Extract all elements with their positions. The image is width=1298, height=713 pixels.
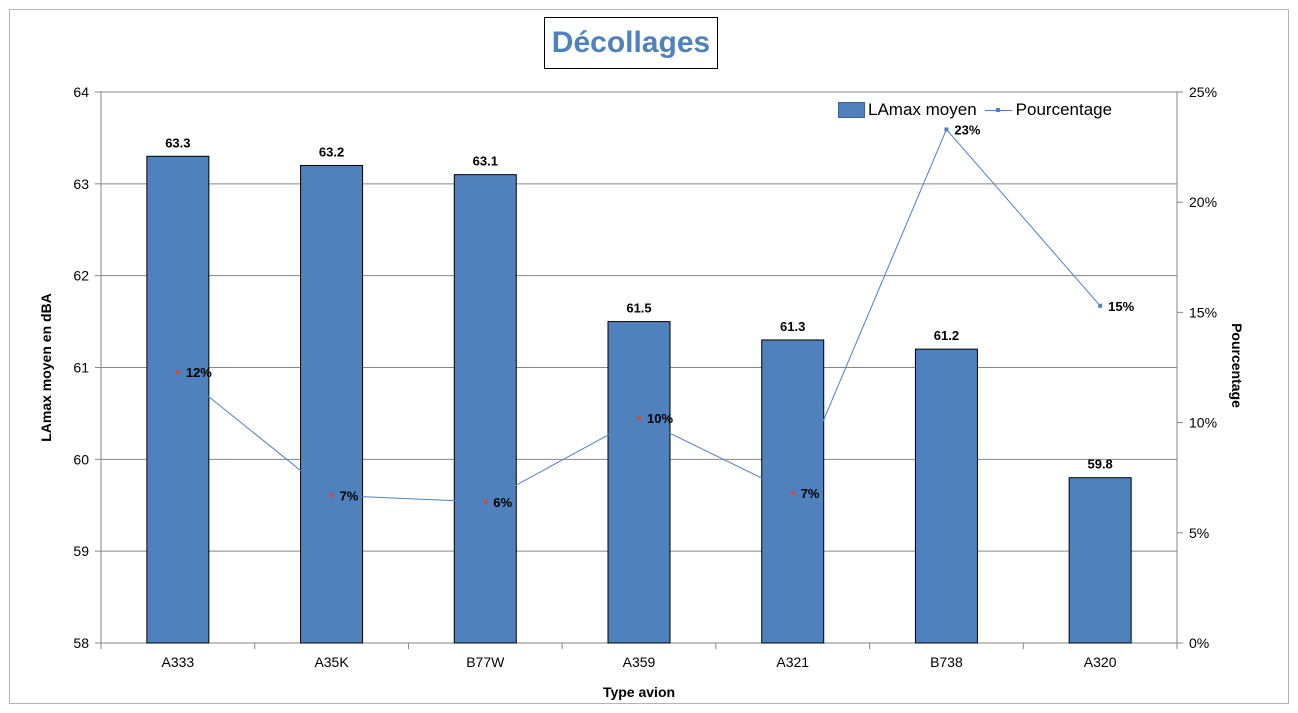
bar-data-label: 61.3 [780,319,805,334]
x-tick-label: A321 [776,654,809,670]
y2-tick-label: 15% [1189,304,1217,320]
bar [607,321,671,644]
line-point [790,491,795,496]
line-point [944,127,949,132]
line-data-label: 23% [954,122,980,137]
y-tick-label: 62 [73,268,89,284]
line-point [175,369,180,374]
bar-data-label: 63.2 [319,144,344,159]
line-data-label: 7% [340,488,359,503]
bar [300,164,364,644]
line-data-label: 10% [647,411,673,426]
y2-tick-label: 10% [1189,415,1217,431]
y2-tick-label: 0% [1189,635,1209,651]
line-data-label: 15% [1108,299,1134,314]
line-point [1098,303,1103,308]
bar-data-label: 61.5 [626,301,651,316]
y-tick-label: 59 [73,543,89,559]
y2-tick-label: 20% [1189,194,1217,210]
y-tick-label: 64 [73,84,89,100]
bar [453,174,517,644]
bar-data-label: 63.1 [473,154,498,169]
y2-axis-title: Pourcentage [1229,323,1245,408]
x-axis-title: Type avion [603,684,675,700]
line-data-label: 7% [801,486,820,501]
y-axis-title: LAmax moyen en dBA [38,293,54,442]
x-tick-label: A333 [162,654,195,670]
line-point [483,499,488,504]
bar-data-label: 63.3 [165,135,190,150]
x-tick-label: B77W [466,654,505,670]
legend-bar-swatch [838,102,865,118]
x-tick-label: A320 [1084,654,1117,670]
line-point [329,493,334,498]
bar [914,348,978,644]
x-tick-label: B738 [930,654,963,670]
chart-title: Décollages [544,17,718,69]
line-data-label: 12% [186,365,212,380]
bar-data-label: 59.8 [1087,457,1112,472]
legend-label-line: Pourcentage [1015,100,1113,119]
legend-line-swatch [984,102,1012,118]
y2-tick-label: 25% [1189,84,1217,100]
y-tick-label: 58 [73,635,89,651]
y-tick-label: 60 [73,451,89,467]
y-tick-label: 61 [73,360,89,376]
bar-data-label: 61.2 [934,328,959,343]
y-tick-label: 63 [73,176,89,192]
x-tick-label: A35K [314,654,349,670]
line-point [637,416,641,421]
legend: LAmax moyen Pourcentage [838,97,1112,123]
x-tick-label: A359 [623,654,656,670]
y2-tick-label: 5% [1189,525,1209,541]
bar [146,155,210,644]
legend-label-bar: LAmax moyen [868,100,977,119]
bar [1068,477,1132,644]
line-data-label: 6% [493,495,512,510]
